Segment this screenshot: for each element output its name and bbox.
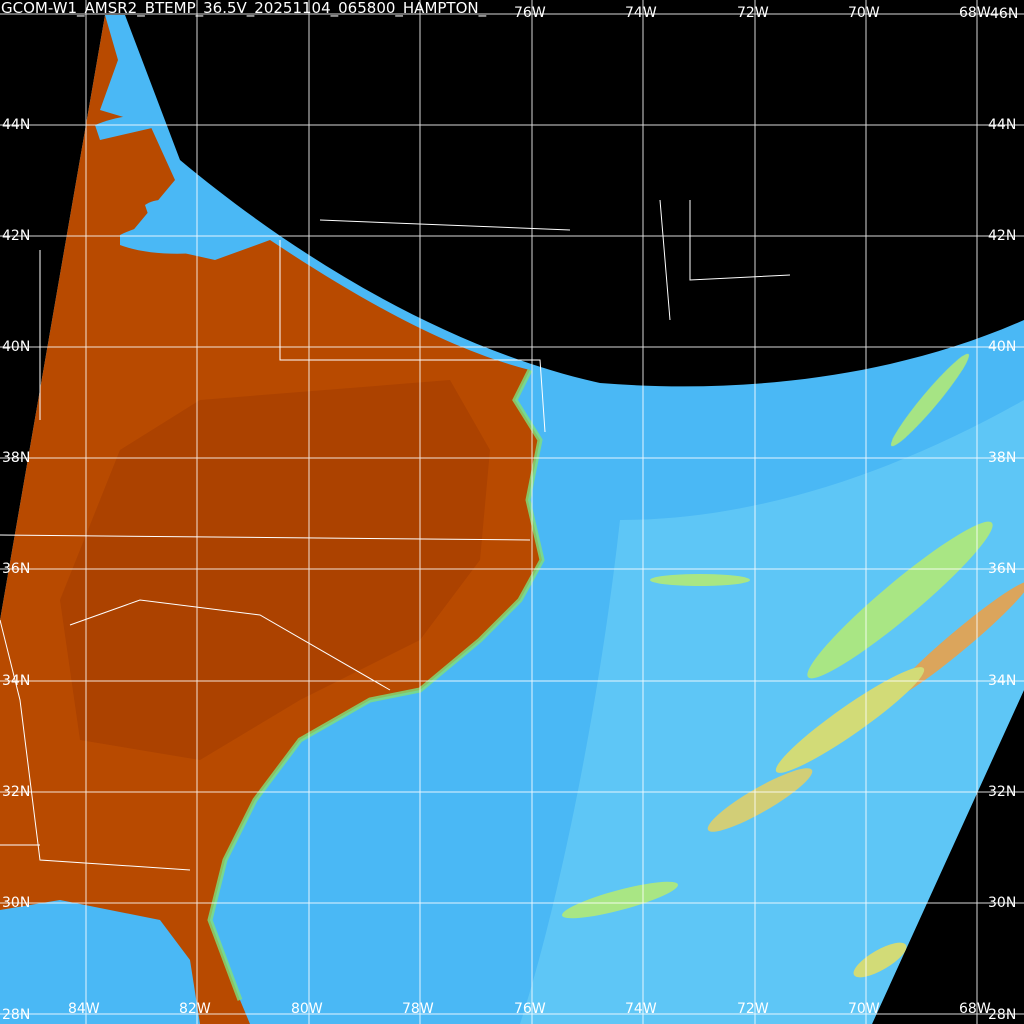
lake-erie-edge — [145, 199, 190, 220]
lat-label-left: 28N — [2, 1007, 31, 1023]
lat-label-right: 30N — [988, 895, 1017, 911]
lat-label-left: 42N — [2, 228, 31, 244]
lat-label-left: 32N — [2, 784, 31, 800]
lat-label-right: 36N — [988, 561, 1017, 577]
lat-label-left: 38N — [2, 450, 31, 466]
lat-label-right: 46N — [990, 6, 1019, 22]
lat-label-left: 34N — [2, 673, 31, 689]
coast-fringe — [207, 368, 545, 1001]
lat-label-left: 40N — [2, 339, 31, 355]
lon-label-top: 76W — [514, 5, 546, 21]
image-title: GCOM-W1_AMSR2_BTEMP_36.5V_20251104_06580… — [1, 0, 487, 17]
lat-label-right: 34N — [988, 673, 1017, 689]
lat-label-right: 28N — [988, 1007, 1017, 1023]
lon-label-bottom: 74W — [625, 1001, 657, 1017]
lon-label-bottom: 68W — [959, 1001, 991, 1017]
lake-huron-edge — [95, 115, 165, 140]
lon-label-bottom: 84W — [68, 1001, 100, 1017]
lat-label-right: 40N — [988, 339, 1017, 355]
lon-label-bottom: 70W — [848, 1001, 880, 1017]
lat-label-left: 36N — [2, 561, 31, 577]
lon-label-bottom: 78W — [402, 1001, 434, 1017]
lat-label-right: 42N — [988, 228, 1017, 244]
lat-label-right: 38N — [988, 450, 1017, 466]
lake-ontario — [120, 220, 265, 254]
lon-label-top: 72W — [737, 5, 769, 21]
lat-label-right: 32N — [988, 784, 1017, 800]
lon-label-top: 74W — [625, 5, 657, 21]
state-borders — [0, 199, 791, 871]
land-warm-interior — [60, 380, 490, 760]
lon-label-top: 70W — [848, 5, 880, 21]
lat-label-left: 44N — [2, 117, 31, 133]
lon-label-bottom: 80W — [291, 1001, 323, 1017]
ocean-warm-features — [561, 353, 1024, 978]
lon-label-bottom: 76W — [514, 1001, 546, 1017]
lat-label-left: 30N — [2, 895, 31, 911]
lon-label-bottom: 72W — [737, 1001, 769, 1017]
lon-label-bottom: 82W — [179, 1001, 211, 1017]
lat-label-right: 44N — [988, 117, 1017, 133]
lon-label-top: 68W — [959, 5, 991, 21]
ocean-light-band — [520, 400, 1024, 1024]
